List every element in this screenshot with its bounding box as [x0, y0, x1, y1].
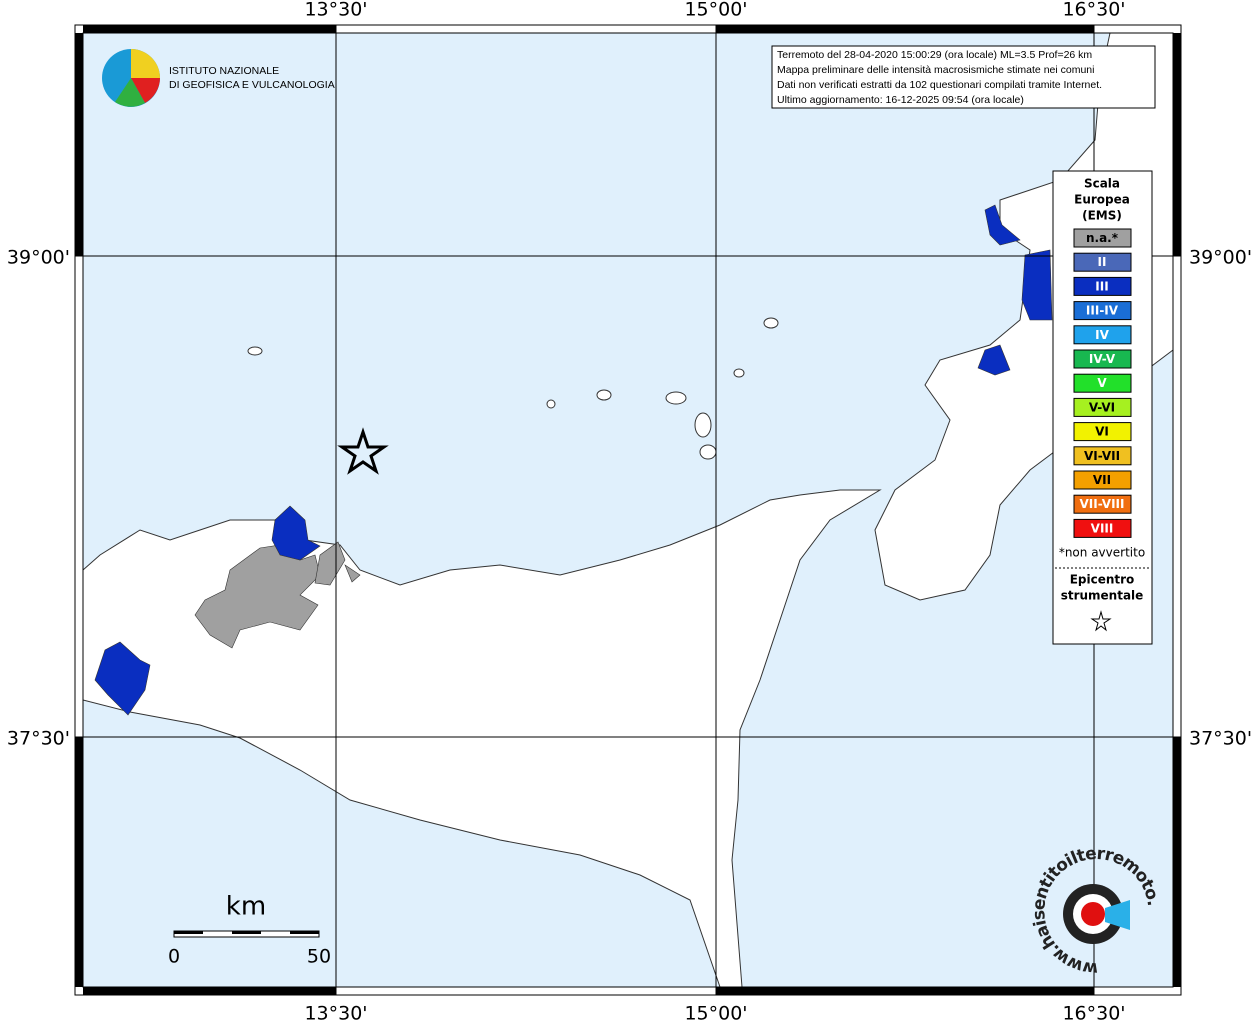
island	[665, 391, 687, 405]
legend-label: III-IV	[1086, 304, 1119, 318]
scale-seg	[232, 931, 261, 934]
legend-swatch	[1073, 422, 1132, 442]
frame-bar	[716, 25, 1094, 33]
frame-bar	[716, 987, 1094, 995]
island	[699, 444, 717, 460]
info-line: Mappa preliminare delle intensità macros…	[777, 64, 1094, 76]
legend-title: Scala	[1084, 177, 1120, 191]
legend-swatch	[1073, 446, 1132, 466]
legend-swatch	[1073, 397, 1132, 417]
legend-swatch	[1073, 373, 1132, 393]
logo-sector	[131, 49, 160, 78]
legend-swatch	[1073, 325, 1132, 345]
legend-swatch	[1073, 518, 1132, 538]
island	[694, 412, 712, 438]
lat-label: 39°00'	[7, 247, 70, 269]
lon-label: 16°30'	[1062, 1003, 1125, 1025]
lon-label: 13°30'	[304, 1003, 367, 1025]
logo-sector	[115, 78, 145, 107]
frame-bar	[75, 33, 83, 256]
legend-swatch	[1073, 276, 1132, 296]
scale-bar: km 0 50	[168, 892, 331, 968]
wm-horn	[1105, 900, 1130, 930]
legend-label: V	[1097, 376, 1107, 390]
scale-label: 50	[307, 946, 331, 968]
lat-label: 39°00'	[1189, 247, 1252, 269]
legend-epicenter: Epicentro	[1070, 573, 1135, 587]
area-iii	[271, 505, 321, 561]
epicenter-star	[337, 427, 389, 475]
legend-label: n.a.*	[1086, 231, 1119, 245]
frame-bar	[1173, 737, 1181, 987]
legend-epicenter: strumentale	[1061, 589, 1144, 603]
area-na	[314, 541, 361, 586]
lon-label: 15°00'	[684, 1003, 747, 1025]
frame	[74, 24, 1182, 996]
info-line: Ultimo aggiornamento: 16-12-2025 09:54 (…	[777, 94, 1024, 106]
lon-label: 15°00'	[684, 0, 747, 21]
info-line: Terremoto del 28-04-2020 15:00:29 (ora l…	[777, 49, 1092, 61]
legend-label: VII	[1093, 473, 1111, 487]
legend-label: VI-VII	[1084, 449, 1120, 463]
legend-note: *non avvertito	[1059, 546, 1145, 560]
lon-label: 13°30'	[304, 0, 367, 21]
legend-label: II	[1098, 255, 1107, 269]
island	[247, 346, 263, 356]
legend-label: VIII	[1091, 521, 1114, 535]
legend-label: VI	[1095, 425, 1109, 439]
legend-label: IV	[1095, 328, 1109, 342]
scale-unit: km	[226, 892, 266, 922]
frame-border	[74, 24, 1182, 996]
legend-label: V-VI	[1089, 400, 1115, 414]
scale-label: 0	[168, 946, 180, 968]
legend-swatch	[1073, 228, 1132, 248]
area-iii	[94, 641, 151, 716]
island	[763, 317, 779, 329]
legend-star	[1090, 610, 1112, 632]
legend-swatch	[1073, 349, 1132, 369]
lon-label: 16°30'	[1062, 0, 1125, 21]
logo-text: DI GEOFISICA E VULCANOLOGIA	[169, 79, 335, 91]
info-line: Dati non verificati estratti da 102 ques…	[777, 79, 1102, 91]
area-iii	[977, 204, 1053, 376]
island	[733, 368, 745, 378]
logo-sector	[131, 78, 160, 103]
legend-title: Europea	[1074, 193, 1130, 207]
legend-label: III	[1095, 279, 1108, 293]
legend-title: (EMS)	[1082, 209, 1122, 223]
logo-text: ISTITUTO NAZIONALE	[169, 65, 279, 77]
legend-label: VII-VIII	[1079, 497, 1124, 511]
frame-bar	[75, 737, 83, 987]
frame-border	[82, 32, 1174, 988]
scale-seg	[174, 931, 203, 934]
legend: ScalaEuropea(EMS)n.a.*IIIIIIII-IVIVIV-VV…	[1055, 177, 1150, 632]
frame-bar	[1173, 33, 1181, 256]
axis-labels: 13°30' 15°00' 16°30' 13°30' 15°00' 16°30…	[7, 0, 1252, 1025]
info-box	[771, 45, 1156, 109]
legend-swatch	[1073, 494, 1132, 514]
info-text: Terremoto del 28-04-2020 15:00:29 (ora l…	[777, 49, 1102, 106]
lat-label: 37°30'	[7, 728, 70, 750]
legend-swatch	[1073, 470, 1132, 490]
frame-bar	[83, 987, 336, 995]
legend-swatch	[1073, 301, 1132, 321]
scale-seg	[290, 931, 319, 934]
legend-swatch	[1073, 252, 1132, 272]
lat-label: 37°30'	[1189, 728, 1252, 750]
legend-label: IV-V	[1089, 352, 1116, 366]
frame-bar	[83, 25, 336, 33]
wm-circle	[1081, 902, 1105, 926]
municipalities	[94, 204, 1053, 716]
island	[546, 399, 556, 409]
island	[596, 389, 612, 401]
logo: ISTITUTO NAZIONALE DI GEOFISICA E VULCAN…	[102, 49, 335, 107]
